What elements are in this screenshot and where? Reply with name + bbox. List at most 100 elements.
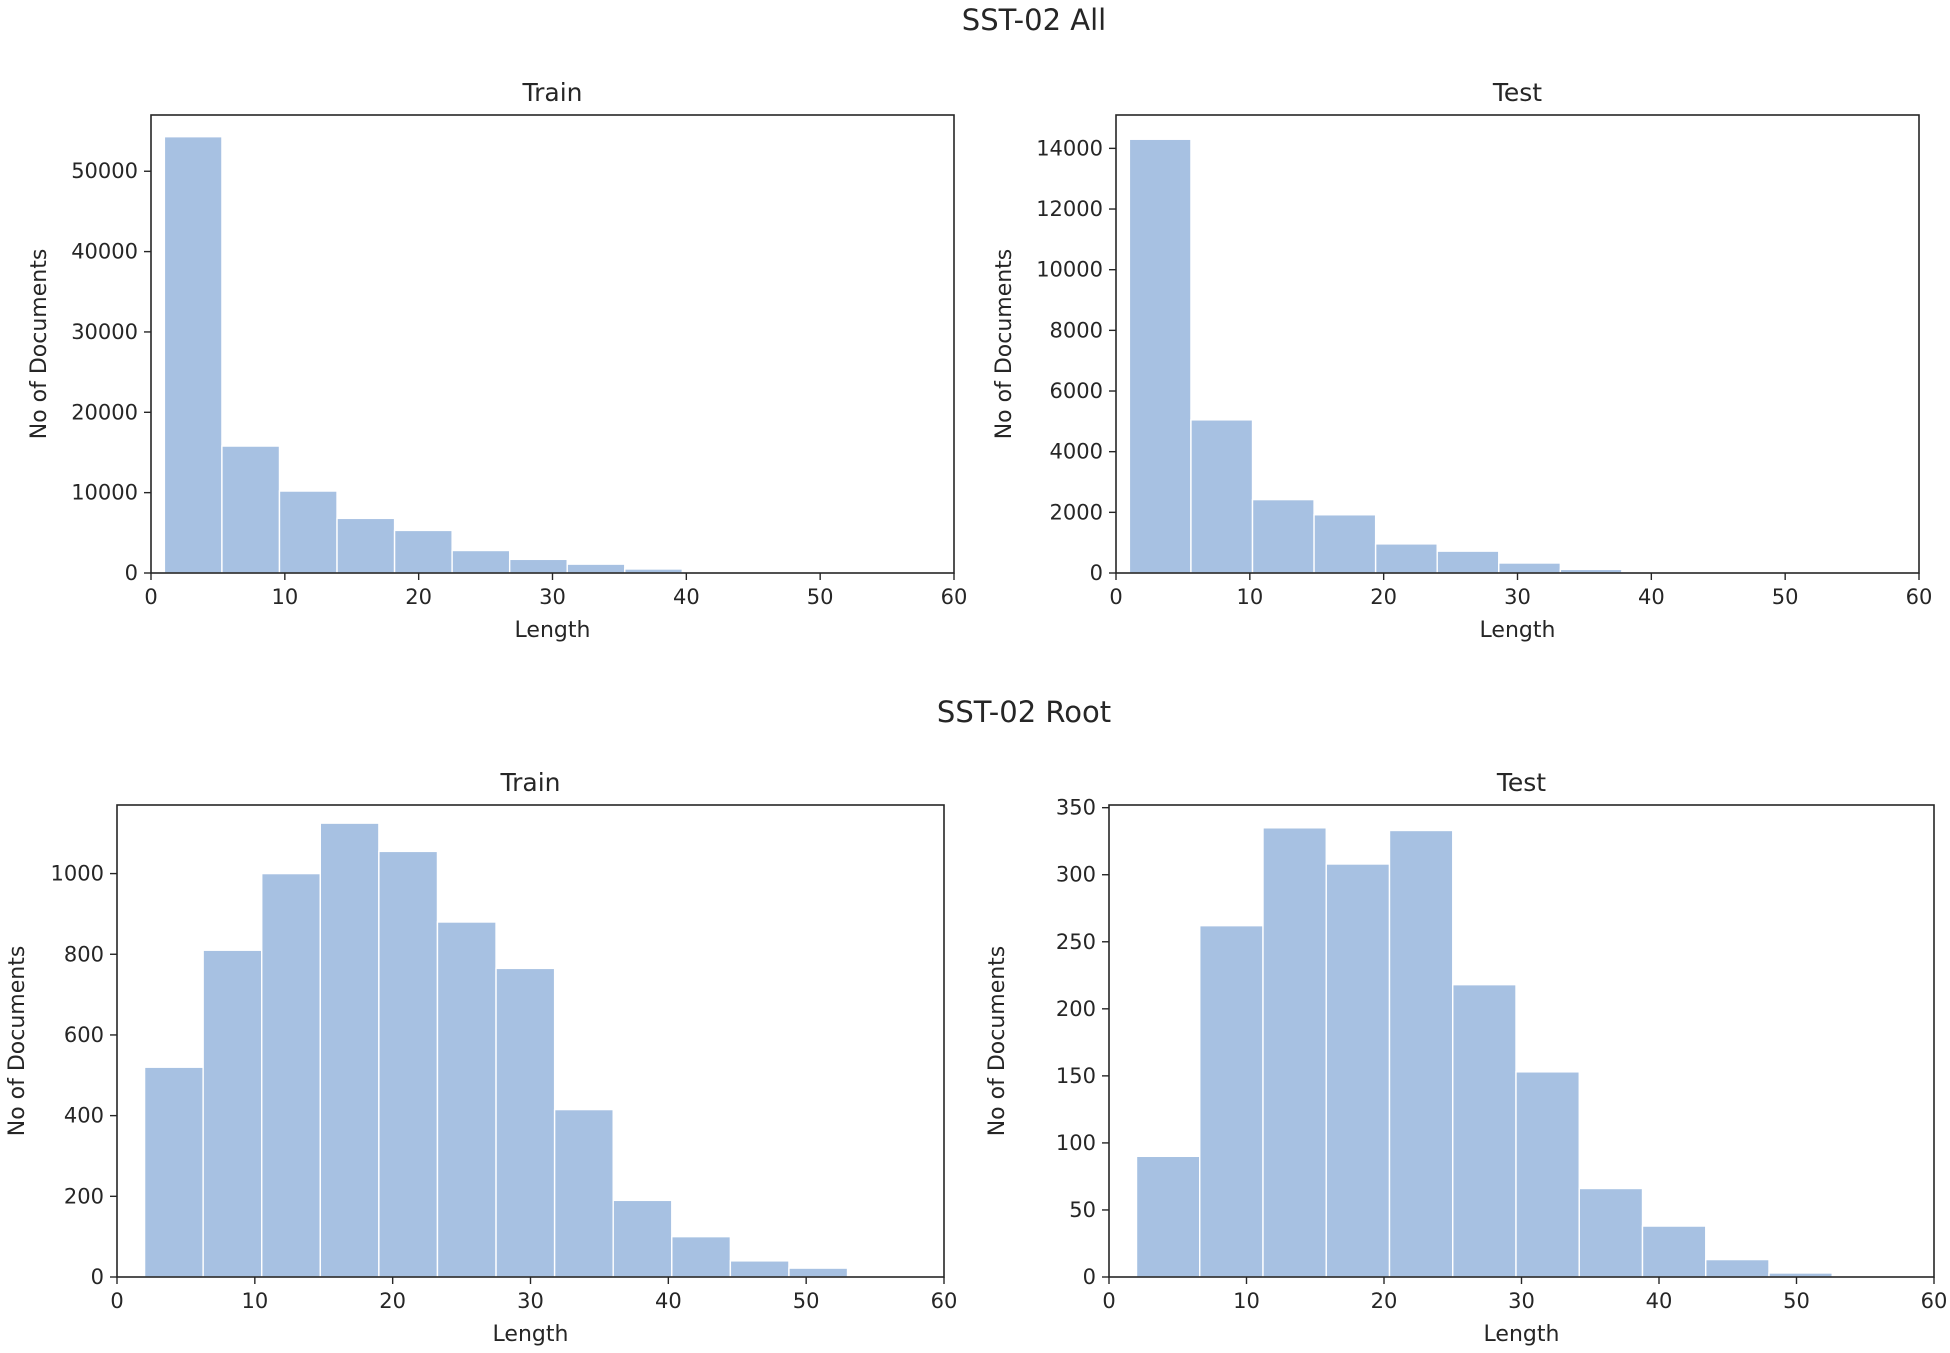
histogram-bar [1128, 138, 1192, 574]
histogram-bar [1262, 827, 1327, 1278]
y-tick-label: 250 [1056, 930, 1096, 954]
x-tick-label: 60 [1921, 1289, 1948, 1313]
x-tick-label: 0 [110, 1289, 123, 1313]
x-tick-label: 30 [1508, 1289, 1535, 1313]
histogram-bar [143, 1066, 204, 1278]
histogram-bar [221, 445, 281, 574]
x-tick-label: 60 [931, 1289, 958, 1313]
y-tick-label: 4000 [1050, 440, 1103, 464]
histogram-panels: 0 10 20 30 40 50 6001000020000300004000050000T… [5, 78, 1947, 1347]
x-tick-label: 0 [1102, 1289, 1115, 1313]
x-axis-label: Length [1484, 1322, 1560, 1347]
histogram-all-train: 0 10 20 30 40 50 60 0 10000 20000 30000 40000 50000 T… [27, 78, 967, 643]
y-tick-label: 1000 [51, 862, 104, 886]
y-tick-label: 12000 [1036, 197, 1103, 221]
x-tick-label: 60 [1906, 585, 1933, 609]
x-tick-label: 30 [1504, 585, 1531, 609]
y-axis-label: No of Documents [27, 249, 52, 440]
histogram-bar [336, 517, 396, 574]
x-tick-label: 20 [405, 585, 432, 609]
histogram-bar [1190, 419, 1254, 574]
y-tick-label: 0 [1083, 1265, 1096, 1289]
y-tick-label: 14000 [1036, 136, 1103, 160]
y-tick-label: 300 [1056, 863, 1096, 887]
y-tick-label: 100 [1056, 1131, 1096, 1155]
y-tick-label: 0 [125, 561, 138, 585]
histogram-bar [436, 921, 497, 1278]
x-tick-label: 0 [144, 585, 157, 609]
y-tick-label: 600 [64, 1023, 104, 1047]
histogram-bar [788, 1267, 849, 1278]
histogram-bar [495, 967, 556, 1278]
histogram-bar [1251, 498, 1315, 574]
x-tick-label: 30 [539, 585, 566, 609]
y-tick-label: 10000 [71, 481, 138, 505]
histogram-bar [1641, 1225, 1707, 1278]
histogram-all-test: 0 10 20 30 40 50 60 0 2000 4000 6000 8000 10000 12000… [992, 78, 1932, 643]
y-tick-label: 150 [1056, 1064, 1096, 1088]
y-tick-label: 0 [1090, 561, 1103, 585]
y-axis-label: No of Documents [992, 249, 1017, 440]
histogram-bar [566, 563, 626, 574]
histogram-bar [378, 850, 439, 1278]
histogram-bar [393, 529, 453, 574]
histogram-bar [671, 1235, 732, 1278]
x-tick-label: 50 [807, 585, 834, 609]
histogram-bar [729, 1260, 790, 1278]
panel-title: Test [1496, 768, 1546, 797]
bottom-figure-title: SST-02 Root [937, 695, 1111, 729]
x-axis-label: Length [1480, 618, 1556, 643]
histogram-bar [261, 872, 322, 1278]
y-tick-label: 200 [64, 1184, 104, 1208]
x-tick-label: 10 [1236, 585, 1263, 609]
histogram-bar [1374, 543, 1438, 574]
histogram-bar [1452, 983, 1517, 1278]
x-tick-label: 50 [793, 1289, 820, 1313]
panel-title: Train [500, 768, 561, 797]
histogram-bar [1199, 924, 1264, 1278]
histogram-bar [1705, 1258, 1770, 1278]
x-tick-label: 20 [379, 1289, 406, 1313]
y-tick-label: 800 [64, 942, 104, 966]
y-tick-label: 2000 [1050, 500, 1103, 524]
x-tick-label: 20 [1371, 1289, 1398, 1313]
y-tick-label: 350 [1056, 796, 1096, 820]
x-tick-label: 10 [1233, 1289, 1260, 1313]
y-tick-label: 6000 [1050, 379, 1103, 403]
y-axis-label: No of Documents [985, 946, 1010, 1137]
histogram-bar [278, 490, 338, 574]
panel-title: Test [1492, 78, 1542, 107]
histogram-bar [1578, 1187, 1644, 1278]
histogram-bar [319, 822, 380, 1278]
x-axis-label: Length [515, 618, 591, 643]
x-tick-label: 10 [271, 585, 298, 609]
histogram-bar [1515, 1071, 1580, 1278]
x-tick-label: 50 [1772, 585, 1799, 609]
histogram-root-train: 0 10 20 30 40 50 6002004006008001000TrainLengt… [5, 768, 957, 1347]
panel-title: Train [522, 78, 583, 107]
x-tick-label: 20 [1370, 585, 1397, 609]
histogram-bar [202, 949, 263, 1278]
y-tick-label: 20000 [71, 400, 138, 424]
x-tick-label: 10 [241, 1289, 268, 1313]
y-tick-label: 30000 [71, 320, 138, 344]
histogram-bar [508, 558, 568, 574]
x-tick-label: 60 [941, 585, 968, 609]
x-tick-label: 40 [655, 1289, 682, 1313]
x-tick-label: 50 [1783, 1289, 1810, 1313]
x-tick-label: 30 [517, 1289, 544, 1313]
histogram-bar [163, 135, 223, 574]
x-tick-label: 0 [1109, 585, 1122, 609]
histogram-bar [1313, 514, 1377, 574]
histogram-bar [1135, 1155, 1201, 1278]
x-tick-label: 40 [673, 585, 700, 609]
y-tick-label: 50000 [71, 159, 138, 183]
y-tick-label: 400 [64, 1104, 104, 1128]
x-tick-label: 40 [1638, 585, 1665, 609]
histogram-bar [1325, 863, 1391, 1278]
y-tick-label: 10000 [1036, 258, 1103, 282]
y-tick-label: 50 [1069, 1198, 1096, 1222]
histogram-bar [612, 1199, 673, 1278]
y-tick-label: 200 [1056, 997, 1096, 1021]
y-tick-label: 40000 [71, 240, 138, 264]
